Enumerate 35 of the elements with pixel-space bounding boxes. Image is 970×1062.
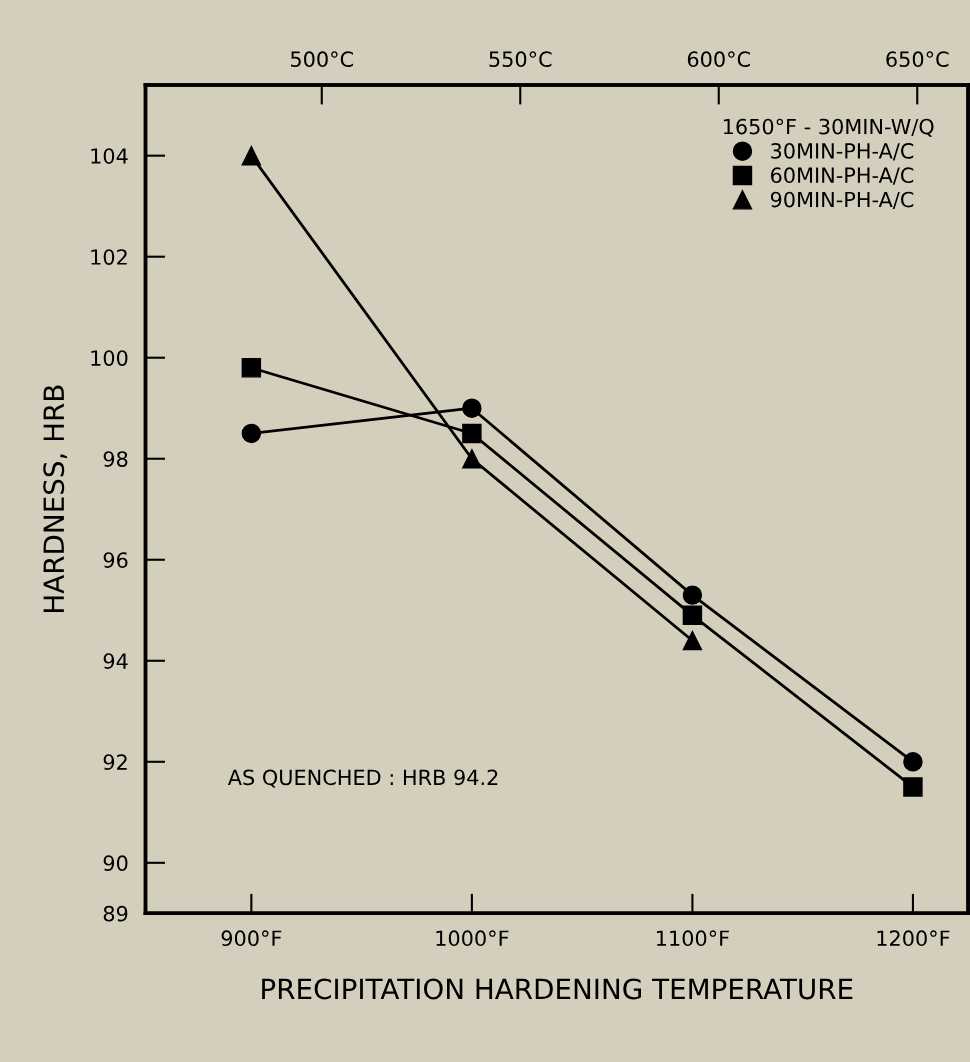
y-tick-label: 98 [103, 451, 128, 467]
x2-tick-label: 500°C [291, 51, 353, 68]
point [462, 398, 482, 418]
x2-tick-label: 550°C [489, 51, 552, 68]
legend-title: 1650°F - 30MIN-W/Q [723, 118, 934, 137]
x2-tick-label: 650°C [886, 51, 949, 68]
point [462, 449, 482, 469]
legend-label: 60MIN-PH-A/C [771, 167, 914, 185]
point [903, 777, 923, 797]
x2-tick-label: 600°C [687, 51, 750, 68]
point [682, 630, 703, 651]
x-axis-title: PRECIPITATION HARDENING TEMPERATURE [262, 978, 853, 1000]
point [903, 752, 923, 772]
x-tick-label: 1100°F [656, 930, 729, 947]
y-tick-label: 92 [103, 754, 127, 770]
y-axis-title: HARDNESS, HRB [43, 385, 68, 612]
point [241, 358, 262, 378]
legend-label: 30MIN-PH-A/C [771, 142, 914, 161]
y-tick-label: 100 [91, 350, 128, 366]
y-tick-label: 89 [103, 905, 128, 922]
x-tick-label: 1000°F [436, 930, 509, 947]
point [682, 585, 703, 605]
legend-label: 90MIN-PH-A/C [770, 191, 914, 210]
x-tick-label: 900°F [221, 930, 282, 947]
point [462, 423, 482, 444]
point [241, 423, 262, 444]
y-tick-label: 102 [91, 249, 127, 265]
x-tick-label: 1200°F [877, 930, 950, 947]
y-tick-label: 94 [103, 653, 128, 669]
point [682, 605, 703, 626]
y-tick-label: 90 [103, 855, 128, 872]
y-tick-label: 104 [91, 148, 128, 164]
point [241, 145, 262, 166]
y-tick-label: 96 [103, 552, 128, 568]
annotation: AS QUENCHED : HRB 94.2 [227, 769, 498, 788]
